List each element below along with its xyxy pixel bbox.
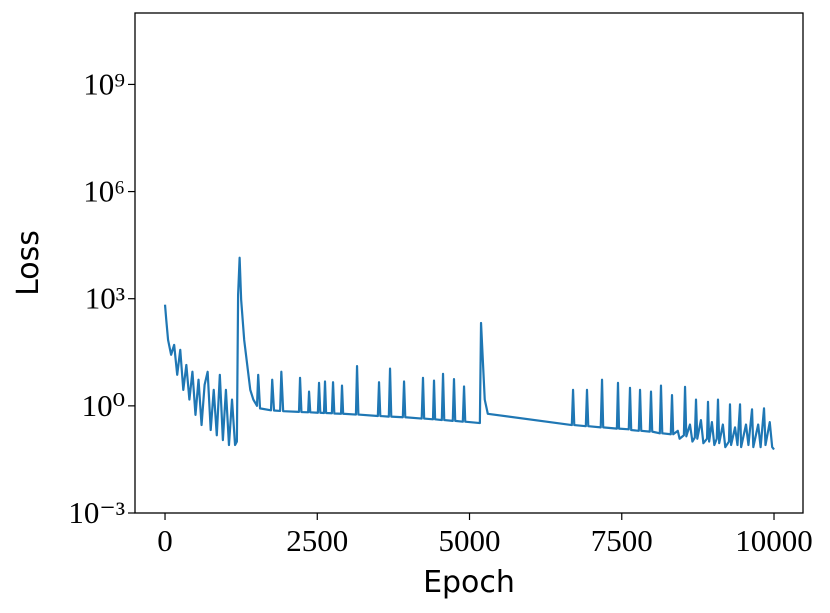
y-tick-label: 10⁰: [82, 388, 125, 423]
x-tick-label: 2500: [286, 523, 348, 558]
plot-frame: [134, 12, 804, 514]
y-tick-label: 10³: [85, 281, 125, 316]
y-tick-label: 10⁻³: [68, 495, 125, 530]
loss-line: [163, 256, 775, 451]
y-tick-label: 10⁶: [83, 174, 125, 209]
x-tick-label: 10000: [735, 523, 813, 558]
y-tick-label: 10⁹: [83, 66, 125, 101]
x-tick-label: 7500: [591, 523, 653, 558]
y-axis-label: Loss: [11, 230, 46, 296]
x-tick-label: 5000: [439, 523, 501, 558]
x-axis-label: Epoch: [423, 565, 515, 600]
x-tick-label: 0: [157, 523, 173, 558]
